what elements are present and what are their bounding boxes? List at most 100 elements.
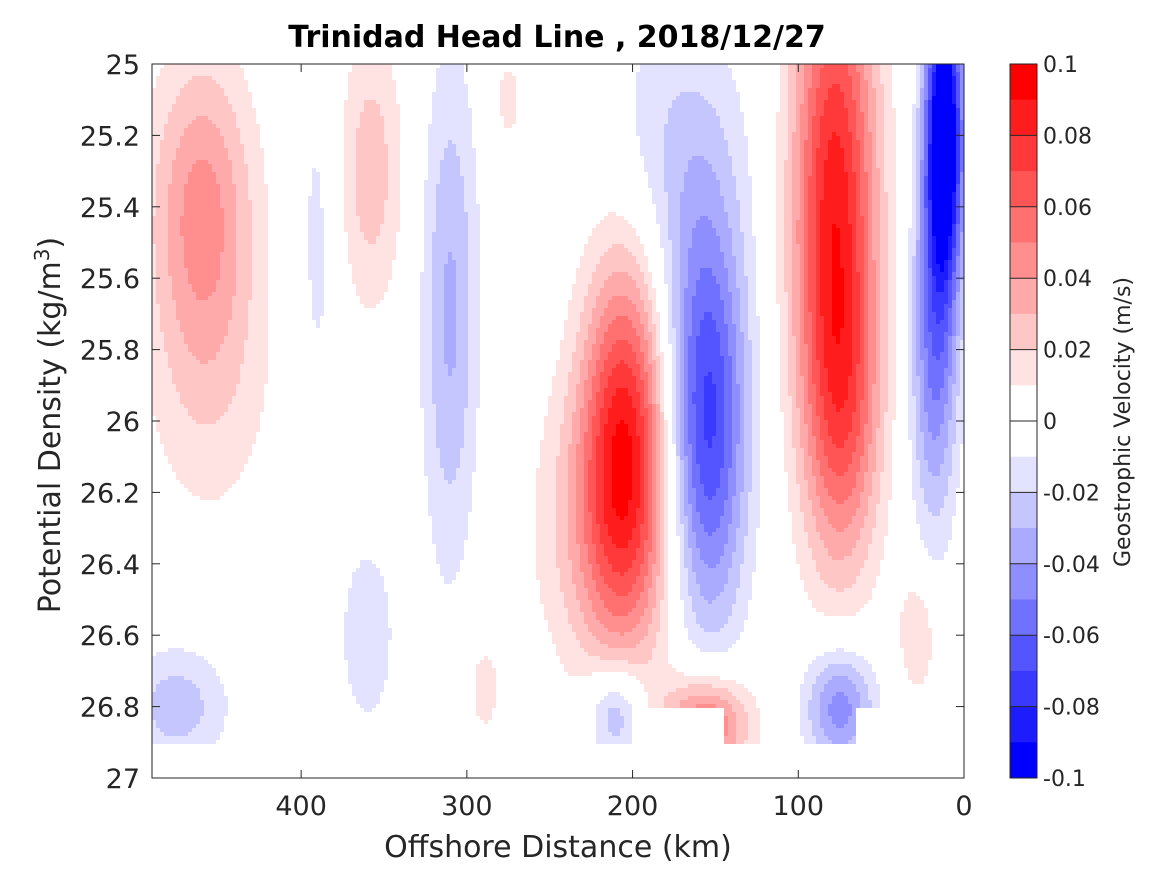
contour-cell [800, 128, 808, 132]
contour-cell [644, 168, 664, 172]
contour-cell [916, 288, 920, 292]
contour-cell [840, 332, 852, 336]
contour-cell [344, 164, 356, 168]
contour-cell [444, 352, 456, 356]
contour-cell [916, 188, 920, 192]
contour-cell [956, 440, 964, 444]
contour-cell [776, 268, 784, 272]
contour-cell [176, 96, 228, 100]
contour-cell [428, 480, 448, 484]
contour-cell [928, 176, 932, 180]
contour-cell [704, 484, 720, 488]
contour-cell [388, 152, 400, 156]
contour-cell [652, 188, 664, 192]
contour-cell [432, 376, 468, 380]
contour-cell [948, 308, 952, 312]
contour-cell [436, 436, 464, 440]
contour-cell [736, 332, 744, 336]
contour-cell [692, 448, 696, 452]
contour-cell [960, 252, 964, 256]
contour-cell [656, 424, 660, 428]
contour-cell [420, 368, 432, 372]
contour-cell [676, 356, 680, 360]
contour-cell [248, 332, 268, 336]
contour-cell [672, 364, 676, 368]
contour-cell [804, 228, 808, 232]
contour-cell [936, 252, 948, 256]
contour-cell [920, 320, 924, 324]
contour-cell [796, 452, 804, 456]
contour-cell [924, 180, 928, 184]
contour-cell [424, 232, 432, 236]
contour-cell [184, 196, 220, 200]
contour-cell [740, 408, 744, 412]
contour-cell [452, 480, 472, 484]
contour-cell [716, 396, 724, 400]
contour-cell [636, 116, 668, 120]
contour-cell [888, 276, 896, 280]
contour-cell [796, 388, 804, 392]
contour-cell [960, 332, 964, 336]
contour-cell [920, 204, 924, 208]
contour-cell [804, 160, 812, 164]
contour-cell [796, 68, 804, 72]
contour-cell [344, 112, 360, 116]
contour-cell [576, 336, 588, 340]
contour-cell [916, 412, 920, 416]
contour-cell [608, 300, 632, 304]
contour-cell [168, 260, 184, 264]
contour-cell [652, 336, 656, 340]
contour-cell [780, 376, 788, 380]
contour-cell [668, 236, 680, 240]
contour-cell [596, 480, 604, 484]
contour-cell [952, 240, 956, 244]
contour-cell [928, 324, 948, 328]
contour-cell [960, 120, 964, 124]
contour-cell [164, 136, 180, 140]
contour-cell [636, 432, 644, 436]
contour-cell [348, 80, 396, 84]
contour-cell [172, 276, 188, 280]
contour-cell [660, 360, 664, 364]
contour-cell [820, 208, 848, 212]
contour-cell [880, 408, 888, 412]
contour-cell [744, 420, 752, 424]
contour-cell [808, 88, 816, 92]
contour-cell [928, 320, 936, 324]
contour-cell [868, 304, 876, 308]
contour-cell [872, 432, 876, 436]
contour-cell [780, 336, 788, 340]
contour-cell [936, 84, 952, 88]
contour-cell [808, 436, 816, 440]
contour-cell [816, 236, 820, 240]
contour-cell [456, 364, 468, 368]
contour-cell [856, 268, 864, 272]
contour-cell [796, 124, 800, 128]
contour-cell [804, 272, 808, 276]
contour-cell [728, 288, 740, 292]
contour-cell [936, 320, 940, 324]
contour-cell [816, 264, 820, 268]
contour-cell [924, 120, 928, 124]
contour-cell [152, 364, 168, 368]
contour-cell [844, 292, 852, 296]
contour-cell [672, 376, 676, 380]
contour-cell [820, 224, 832, 228]
contour-cell [920, 296, 924, 300]
contour-cell [364, 232, 380, 236]
contour-cell [732, 404, 740, 408]
contour-cell [832, 228, 840, 232]
contour-cell [348, 244, 396, 248]
contour-cell [868, 360, 876, 364]
contour-cell [720, 332, 728, 336]
contour-cell [168, 232, 180, 236]
contour-cell [832, 396, 848, 400]
contour-cell [384, 128, 400, 132]
contour-cell [920, 248, 924, 252]
contour-cell [156, 188, 168, 192]
contour-cell [812, 460, 820, 464]
contour-cell [916, 140, 920, 144]
contour-cell [644, 368, 652, 372]
contour-cell [852, 292, 860, 296]
contour-cell [728, 344, 736, 348]
